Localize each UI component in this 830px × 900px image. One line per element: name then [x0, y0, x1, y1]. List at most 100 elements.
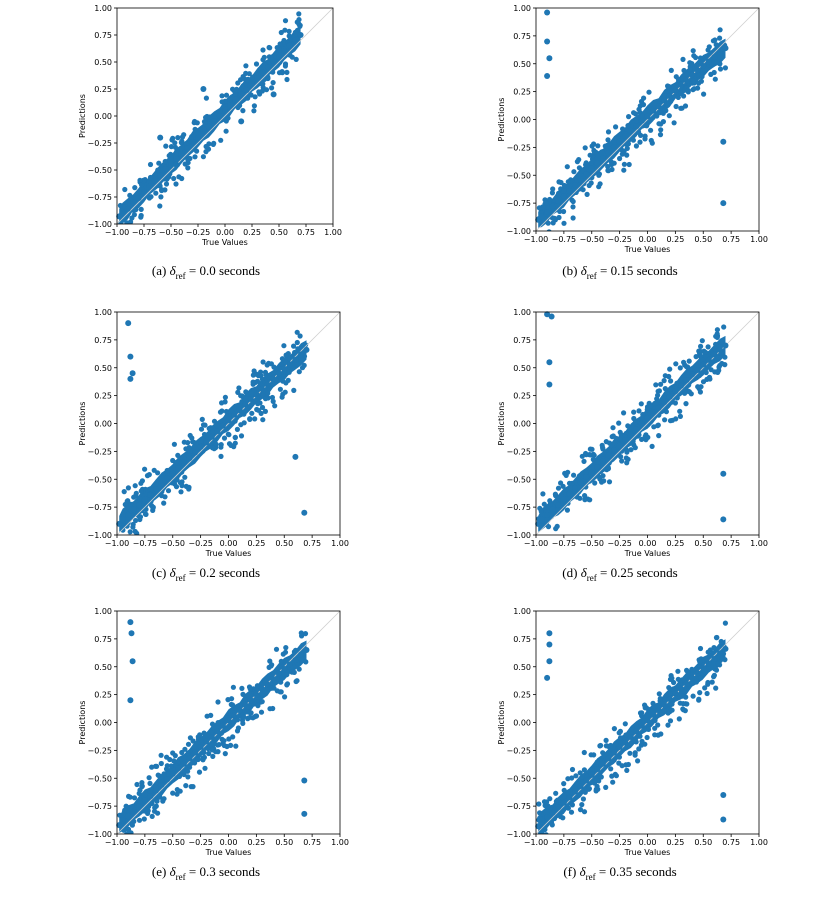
x-tick-label: 0.50 [694, 539, 712, 548]
data-point [678, 382, 684, 389]
x-tick-label: 0.00 [639, 235, 657, 244]
scatter-point [690, 87, 696, 93]
scatter-point [254, 683, 260, 689]
data-point [583, 474, 590, 480]
scatter-point [293, 56, 299, 63]
scatter-point [164, 763, 170, 769]
data-point [560, 496, 567, 503]
scatter-point [665, 722, 671, 728]
scatter-point [543, 521, 549, 527]
data-point [678, 686, 684, 692]
scatter-point [205, 146, 212, 152]
scatter-point [620, 126, 626, 132]
data-point [611, 144, 617, 151]
scatter-point [155, 810, 161, 816]
scatter-point [134, 781, 140, 788]
caption-subscript: ref [587, 271, 597, 281]
scatter-point [616, 730, 622, 736]
scatter-point [210, 741, 216, 748]
data-point [298, 651, 304, 658]
scatter-point [685, 87, 691, 93]
scatter-point [649, 140, 655, 146]
scatter-point [192, 154, 198, 160]
scatter-point [608, 159, 614, 165]
scatter-point [291, 387, 297, 393]
data-point [125, 813, 132, 820]
data-point [661, 399, 668, 406]
x-axis-label: True Values [624, 848, 671, 857]
y-axis-label: Predictions [497, 701, 506, 745]
scatter-point [291, 669, 297, 676]
data-point [265, 64, 272, 71]
scatter-point [700, 379, 707, 385]
scatter-point [238, 433, 245, 439]
scatter-point [698, 343, 704, 349]
scatter-point [262, 408, 268, 414]
scatter-point [638, 401, 644, 407]
scatter-point [609, 166, 615, 173]
x-tick-label: −0.75 [133, 539, 158, 548]
x-tick-label: 0.75 [722, 539, 740, 548]
data-point [175, 765, 182, 772]
data-point [572, 788, 578, 795]
data-point [655, 707, 662, 714]
scatter-point [279, 675, 285, 681]
scatter-point [127, 794, 133, 800]
scatter-point [213, 441, 219, 447]
data-point [275, 370, 282, 377]
x-axis-label: True Values [624, 549, 671, 558]
scatter-point [608, 766, 614, 772]
scatter-point [241, 76, 248, 82]
caption-value: = 0.25 seconds [597, 565, 678, 580]
scatter-point [697, 645, 704, 652]
scatter-point [554, 523, 560, 530]
scatter-point [561, 781, 567, 787]
x-tick-label: 0.75 [297, 228, 315, 237]
data-point [197, 744, 204, 750]
scatter-point [673, 103, 679, 110]
scatter-point [581, 767, 588, 773]
scatter-point [670, 686, 676, 692]
scatter-point [183, 141, 189, 147]
scatter-point [675, 676, 681, 682]
scatter-point [265, 75, 271, 81]
x-tick-label: 1.00 [750, 235, 768, 244]
x-tick-label: 0.75 [722, 838, 740, 847]
scatter-point [714, 634, 720, 641]
x-tick-label: −0.50 [160, 539, 185, 548]
data-point [186, 755, 193, 762]
scatter-point [218, 453, 224, 459]
panel-caption: (f) δref = 0.35 seconds [563, 864, 676, 882]
scatter-point [626, 114, 632, 120]
scatter-point [151, 467, 157, 473]
scatter-point [185, 750, 191, 756]
scatter-point [202, 765, 208, 771]
scatter-panel-3: −1.00 −0.75 −0.50 −0.25 0.00 0.25 0.50 0.75 1.00… [78, 308, 349, 583]
scatter-point [661, 378, 667, 384]
scatter-point [195, 734, 201, 740]
scatter-point [703, 656, 709, 662]
scatter-point [259, 699, 265, 705]
scatter-point [179, 469, 185, 475]
data-point [720, 516, 727, 523]
y-tick-label: −0.75 [87, 802, 112, 811]
scatter-point [648, 127, 654, 133]
scatter-point [698, 349, 704, 355]
scatter-point [598, 742, 604, 749]
data-point [292, 356, 299, 363]
scatter-point [561, 787, 567, 793]
caption-subscript: ref [587, 573, 597, 583]
data-point [303, 346, 310, 353]
scatter-point [241, 411, 247, 417]
scatter-point [271, 364, 277, 370]
scatter-point [658, 127, 664, 133]
scatter-point [131, 212, 137, 218]
scatter-point [232, 418, 238, 424]
scatter-point [243, 396, 249, 402]
scatter-point [260, 47, 266, 53]
y-tick-label: −0.75 [506, 802, 531, 811]
scatter-point [171, 441, 177, 447]
scatter-point [219, 736, 225, 743]
scatter-point [623, 732, 629, 738]
scatter-point [164, 467, 170, 474]
